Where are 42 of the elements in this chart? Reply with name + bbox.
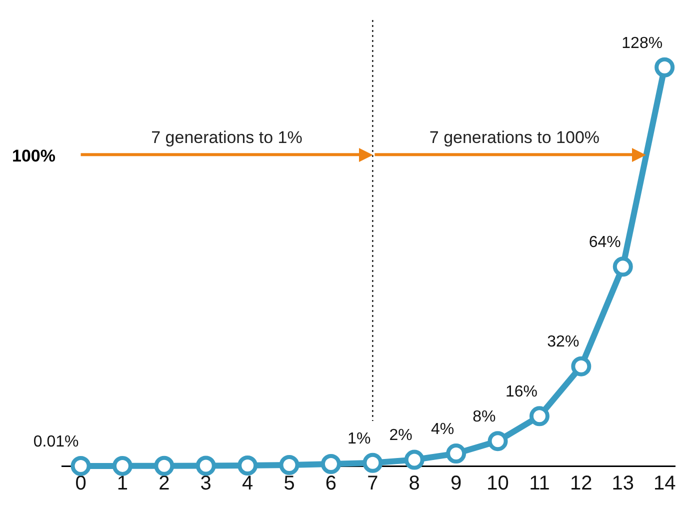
x-tick-label: 12 [570, 472, 592, 495]
annotation: 7 generations to 100% [429, 128, 600, 147]
data-label: 64% [588, 234, 621, 252]
point [112, 456, 132, 476]
point [320, 454, 341, 474]
point [362, 452, 383, 473]
data-label: 2% [389, 427, 412, 444]
data-label: 32% [547, 334, 580, 351]
x-tick-label: 0 [75, 472, 86, 495]
x-tick-label: 8 [408, 472, 420, 495]
x-tick-label: 4 [242, 472, 254, 495]
x-tick-label: 6 [325, 472, 337, 495]
point [612, 256, 633, 277]
point [154, 456, 174, 476]
x-tick-label: 13 [612, 472, 634, 495]
x-tick-label: 2 [158, 472, 170, 495]
annotation: 7 generations to 1% [151, 128, 302, 147]
data-label: 128% [622, 34, 663, 52]
x-tick-label: 3 [200, 472, 212, 495]
point [238, 456, 258, 476]
point [488, 431, 508, 452]
ref-line-label: 100% [12, 146, 56, 166]
x-tick-label: 11 [529, 472, 550, 495]
point [279, 455, 300, 476]
point [571, 356, 592, 376]
x-tick-label: 10 [486, 472, 509, 495]
point [446, 444, 466, 464]
x-tick-label: 1 [116, 472, 128, 495]
x-tick-label: 9 [450, 472, 462, 495]
point [654, 57, 675, 78]
point [70, 456, 91, 476]
x-tick-label: 5 [284, 472, 295, 495]
point [404, 450, 424, 470]
x-tick-label: 14 [653, 472, 676, 495]
data-label: 0.01% [33, 433, 79, 450]
data-label: 1% [348, 430, 371, 448]
point [529, 406, 550, 426]
data-label: 4% [430, 420, 454, 438]
x-tick-label: 7 [367, 472, 378, 495]
data-label: 8% [472, 408, 496, 426]
point [196, 456, 216, 476]
data-label: 16% [505, 384, 538, 401]
